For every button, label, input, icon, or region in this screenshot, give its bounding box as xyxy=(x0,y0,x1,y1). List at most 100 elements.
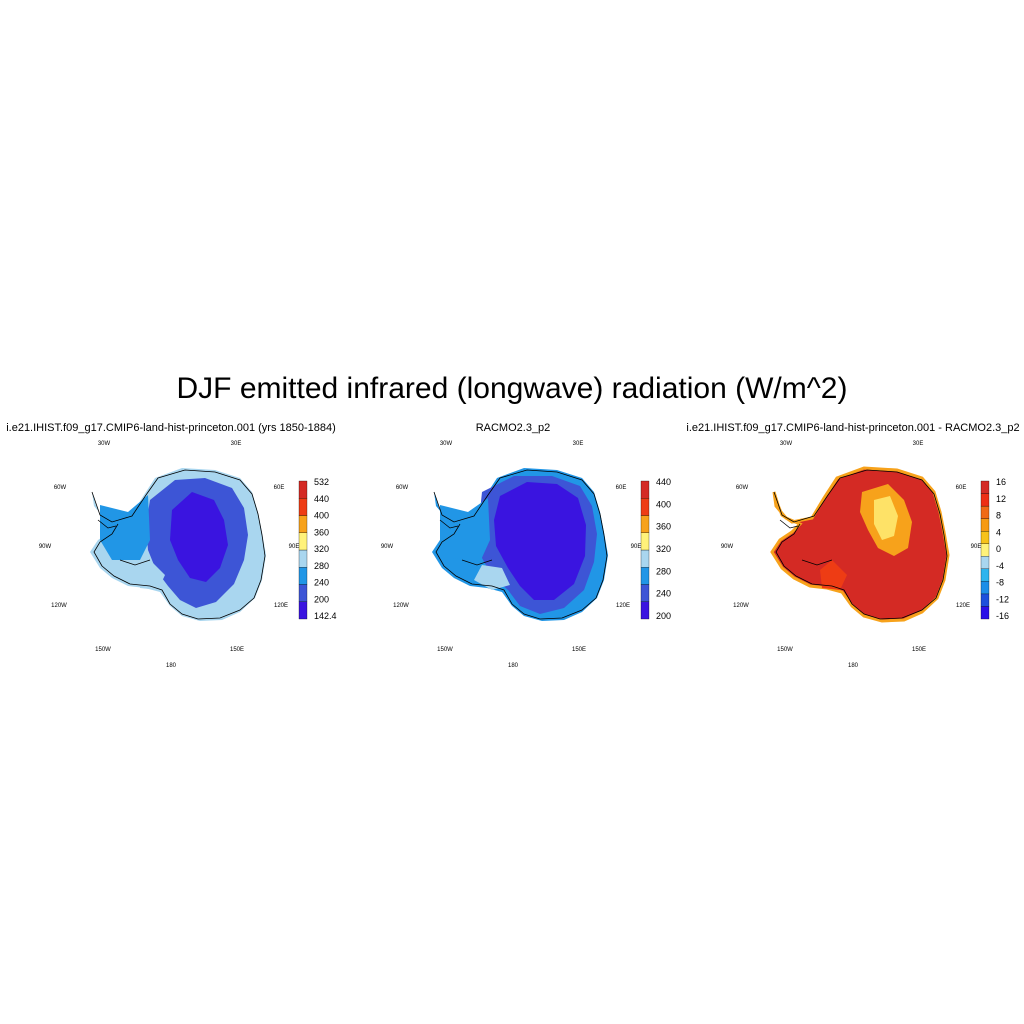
colorbar-tick-label: 320 xyxy=(314,544,329,554)
lon-label-30e: 30E xyxy=(913,441,924,447)
panel-title: i.e21.IHIST.f09_g17.CMIP6-land-hist-prin… xyxy=(686,422,1020,434)
colorbar-swatch xyxy=(640,567,650,585)
map-region-shelf xyxy=(138,560,165,590)
colorbar-tick-label: 4 xyxy=(996,527,1001,537)
colorbar-swatch xyxy=(640,584,650,602)
colorbar-swatch xyxy=(640,601,650,620)
colorbar: 16 12 8 4 0 -4 -8 -12 -16 xyxy=(980,477,1009,621)
lon-label-30w: 30W xyxy=(440,441,453,447)
colorbar: 440 400 360 320 280 240 200 xyxy=(640,477,671,621)
map-racmo: 30W 30E 60W 60E 90W 90E 120W 120E 150W 1… xyxy=(381,441,671,669)
colorbar-tick-label: 280 xyxy=(314,561,329,571)
colorbar-tick-label: 360 xyxy=(314,527,329,537)
map-region-shelf xyxy=(820,560,847,590)
lon-label-150w: 150W xyxy=(95,647,111,653)
colorbar-tick-label: -16 xyxy=(996,611,1009,621)
colorbar-tick-label: 440 xyxy=(656,477,671,487)
lon-label-180: 180 xyxy=(848,663,859,669)
lon-label-60w: 60W xyxy=(396,485,409,491)
map-region-peak xyxy=(874,496,898,540)
lon-label-90w: 90W xyxy=(721,544,734,550)
lon-label-90e: 90E xyxy=(971,544,982,550)
lon-label-120w: 120W xyxy=(393,603,409,609)
colorbar-swatch xyxy=(980,480,990,494)
colorbar: 532 440 400 360 320 280 240 200 142.4 xyxy=(298,477,337,621)
colorbar-tick-label: 240 xyxy=(656,589,671,599)
map-region-peninsula xyxy=(100,495,150,560)
colorbar-tick-label: 400 xyxy=(314,511,329,521)
colorbar-tick-label: -8 xyxy=(996,578,1004,588)
lon-label-90w: 90W xyxy=(381,544,394,550)
lon-label-150w: 150W xyxy=(777,647,793,653)
lon-label-120w: 120W xyxy=(733,603,749,609)
map-region-shelf xyxy=(474,565,510,590)
lon-label-120w: 120W xyxy=(51,603,67,609)
colorbar-swatch xyxy=(298,515,308,533)
lon-label-30e: 30E xyxy=(573,441,584,447)
colorbar-tick-label: 200 xyxy=(314,594,329,604)
lon-label-150e: 150E xyxy=(912,647,926,653)
map-difference: 30W 30E 60W 60E 90W 90E 120W 120E 150W 1… xyxy=(721,441,1009,669)
colorbar-tick-label: -4 xyxy=(996,561,1004,571)
colorbar-tick-label: 320 xyxy=(656,544,671,554)
lon-label-60w: 60W xyxy=(736,485,749,491)
colorbar-swatch xyxy=(298,532,308,551)
panel-title: i.e21.IHIST.f09_g17.CMIP6-land-hist-prin… xyxy=(6,422,336,434)
lon-label-90e: 90E xyxy=(289,544,300,550)
colorbar-tick-label: 440 xyxy=(314,494,329,504)
panel-racmo: RACMO2.3_p2 30W 30E 60W 60E 90W 90E 120W… xyxy=(342,422,684,672)
colorbar-swatch xyxy=(298,480,308,499)
colorbar-swatch xyxy=(640,498,650,516)
colorbar-swatch xyxy=(298,549,308,568)
colorbar-swatch xyxy=(980,493,990,507)
lon-label-180: 180 xyxy=(166,663,177,669)
colorbar-tick-label: 142.4 xyxy=(314,611,337,621)
colorbar-swatch xyxy=(980,518,990,532)
colorbar-tick-label: 360 xyxy=(656,522,671,532)
map-model: 30W 30E 60W 60E 90W 90E 120W 120E 150W 1… xyxy=(39,441,337,669)
lon-label-30w: 30W xyxy=(98,441,111,447)
map-region-outer xyxy=(770,466,950,623)
colorbar-swatch xyxy=(980,531,990,544)
lon-label-60w: 60W xyxy=(54,485,67,491)
colorbar-swatch xyxy=(980,593,990,607)
lon-label-150w: 150W xyxy=(437,647,453,653)
colorbar-swatch xyxy=(980,543,990,557)
panel-difference: i.e21.IHIST.f09_g17.CMIP6-land-hist-prin… xyxy=(682,422,1024,672)
colorbar-swatch xyxy=(298,567,308,585)
figure-title: DJF emitted infrared (longwave) radiatio… xyxy=(176,372,848,405)
lon-label-120e: 120E xyxy=(616,603,630,609)
colorbar-tick-label: 16 xyxy=(996,477,1006,487)
colorbar-tick-label: 0 xyxy=(996,544,1001,554)
colorbar-tick-label: 240 xyxy=(314,578,329,588)
colorbar-swatch xyxy=(980,568,990,582)
lon-label-30e: 30E xyxy=(231,441,242,447)
lon-label-30w: 30W xyxy=(780,441,793,447)
lon-label-60e: 60E xyxy=(274,485,285,491)
panel-model: i.e21.IHIST.f09_g17.CMIP6-land-hist-prin… xyxy=(0,422,342,672)
lon-label-150e: 150E xyxy=(230,647,244,653)
map-region-peninsula xyxy=(440,498,490,562)
lon-label-60e: 60E xyxy=(616,485,627,491)
colorbar-swatch xyxy=(980,505,990,519)
colorbar-swatch xyxy=(298,584,308,602)
colorbar-tick-label: 280 xyxy=(656,566,671,576)
lon-label-120e: 120E xyxy=(274,603,288,609)
panel-title: RACMO2.3_p2 xyxy=(475,422,551,434)
colorbar-tick-label: 8 xyxy=(996,511,1001,521)
lon-label-60e: 60E xyxy=(956,485,967,491)
colorbar-swatch xyxy=(980,556,990,569)
lon-label-90e: 90E xyxy=(631,544,642,550)
colorbar-swatch xyxy=(980,581,990,595)
colorbar-swatch xyxy=(298,498,308,516)
colorbar-tick-label: 400 xyxy=(656,499,671,509)
lon-label-180: 180 xyxy=(508,663,519,669)
colorbar-swatch xyxy=(980,606,990,620)
colorbar-swatch xyxy=(640,532,650,551)
lon-label-150e: 150E xyxy=(572,647,586,653)
colorbar-tick-label: 200 xyxy=(656,611,671,621)
colorbar-tick-label: 12 xyxy=(996,494,1006,504)
lon-label-120e: 120E xyxy=(956,603,970,609)
colorbar-tick-label: 532 xyxy=(314,477,329,487)
lon-label-90w: 90W xyxy=(39,544,52,550)
